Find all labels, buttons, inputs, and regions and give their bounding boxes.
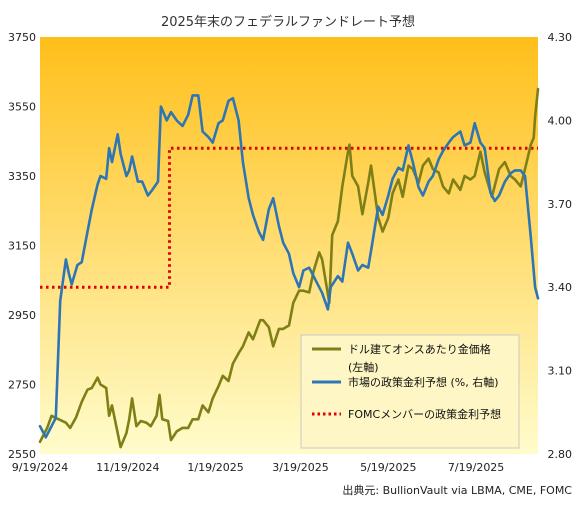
gold-price-line: [38, 87, 540, 449]
right-axis-ticks: 2.80 3.10 3.40 3.70 4.00 4.30: [548, 31, 573, 461]
x-tick-label: 1/19/2025: [187, 461, 243, 474]
series-layer: [38, 87, 540, 449]
legend: ドル建てオンスあたり金価格 (左軸) 市場の政策金利予想 (%, 右軸) FOM…: [300, 334, 520, 449]
left-tick-label: 3750: [8, 31, 36, 44]
legend-label-gold: ドル建てオンスあたり金価格: [348, 342, 491, 356]
left-axis-ticks: 2550 2750 2950 3150 3350 3550 3750: [8, 31, 36, 461]
right-tick-label: 3.10: [548, 365, 573, 378]
legend-box: [300, 334, 520, 449]
legend-label-fomc: FOMCメンバーの政策金利予想: [348, 407, 501, 421]
right-tick-label: 2.80: [548, 448, 573, 461]
source-note: 出典元: BullionVault via LBMA, CME, FOMC: [342, 483, 572, 497]
x-tick-label: 11/19/2024: [96, 461, 159, 474]
left-tick-label: 3350: [8, 170, 36, 183]
legend-label-policy: 市場の政策金利予想 (%, 右軸): [348, 375, 499, 389]
left-tick-label: 2550: [8, 448, 36, 461]
left-tick-label: 3150: [8, 240, 36, 253]
left-tick-label: 2750: [8, 379, 36, 392]
chart-title: 2025年末のフェデラルファンドレート予想: [161, 14, 415, 30]
x-tick-label: 3/19/2025: [272, 461, 328, 474]
right-tick-label: 4.30: [548, 31, 573, 44]
policy-rate-line: [38, 94, 540, 439]
fomc-projection-line: [40, 146, 538, 289]
x-tick-label: 7/19/2025: [448, 461, 504, 474]
x-tick-label: 9/19/2024: [12, 461, 68, 474]
right-tick-label: 4.00: [548, 114, 573, 127]
x-axis-ticks: 9/19/2024 11/19/2024 1/19/2025 3/19/2025 5/1…: [12, 461, 505, 474]
x-tick-label: 5/19/2025: [360, 461, 416, 474]
right-tick-label: 3.70: [548, 198, 573, 211]
legend-label-gold-axis: (左軸): [348, 360, 379, 374]
left-tick-label: 2950: [8, 309, 36, 322]
right-tick-label: 3.40: [548, 281, 573, 294]
left-tick-label: 3550: [8, 101, 36, 114]
